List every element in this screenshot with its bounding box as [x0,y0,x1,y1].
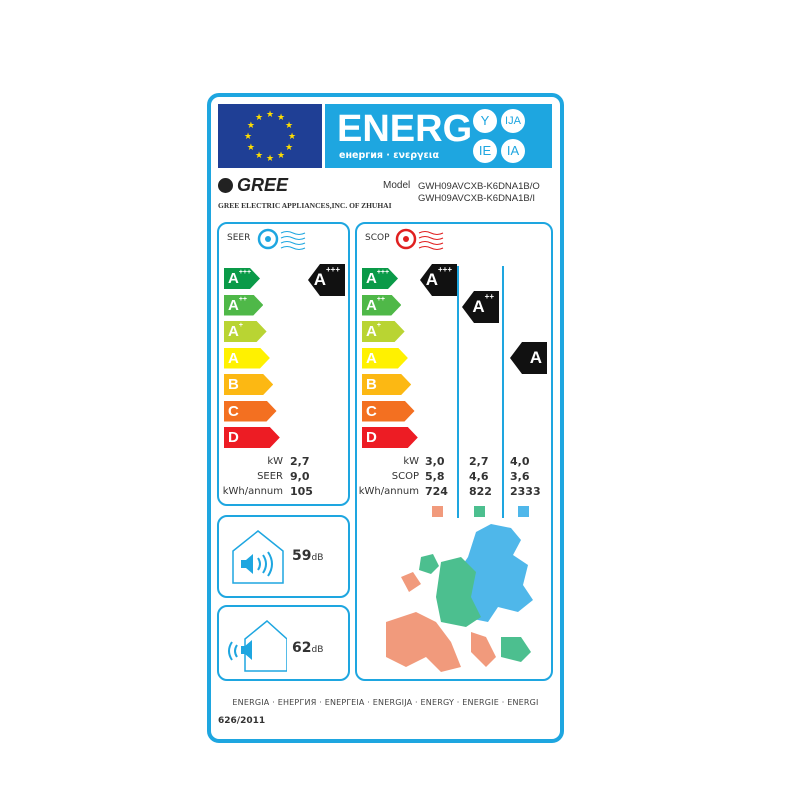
zone-average-rating: A++ [462,291,499,323]
model-indoor: GWH09AVCXB-K6DNA1B/I [418,193,536,204]
eu-star-icon: ★ [266,110,274,120]
zone-divider [457,266,459,518]
zone-cold-rating: A [510,342,547,374]
zone-warm-rating: A+++ [420,264,457,296]
energy-header: ENERG енергия · ενεργεια Y IJA IE IA [325,104,552,168]
cooling-scale-arrow: A+ [224,321,267,342]
indoor-noise-value: 59dB [292,548,324,564]
zone-cold-annual: 2333 [510,485,541,498]
cooling-panel: SEER A+++ A++ A+ A B C D A+++ kW SEER kWh/annu… [217,222,350,506]
zone-cold-scop: 3,6 [510,470,530,483]
zone-average-scop: 4,6 [469,470,489,483]
eu-star-icon: ★ [247,121,255,131]
zone-warm-kw: 3,0 [425,455,445,468]
outdoor-noise-value: 62dB [292,640,324,656]
eu-stars-icon: ★★★★★★★★★ ★ ★★ [244,110,296,164]
energ-subtitle: енергия · ενεργεια [339,150,440,161]
zone-divider [502,266,504,518]
eu-star-icon: ★ [288,132,296,142]
suffix-ia: IA [501,139,525,163]
heating-fan-icon [395,228,444,250]
eu-star-icon: ★ [244,132,252,142]
outdoor-speaker-house-icon [228,620,287,672]
cooling-annual-value: 105 [290,485,313,498]
cooling-scale-arrow: D [224,427,280,448]
eu-star-icon: ★ [247,143,255,153]
zone-warm-swatch [432,506,443,517]
indoor-speaker-house-icon [232,530,284,584]
seer-value: 9,0 [290,470,310,483]
eu-star-icon: ★ [255,113,263,123]
model-label: Model [383,180,411,191]
seer-label: SEER [257,471,283,482]
suffix-ie: IE [473,139,497,163]
kw-label: kW [267,456,283,467]
eu-flag: ★ ★ ★ ★ ★ ★ ★ ★ ★ ★ ★ ★ [218,104,322,168]
zone-cold-kw: 4,0 [510,455,530,468]
heating-scale-arrow: C [362,401,415,422]
europe-climate-map [386,524,533,672]
cooling-kw-value: 2,7 [290,455,310,468]
zone-average-annual: 822 [469,485,492,498]
cooling-rating-badge: A+++ [308,264,345,296]
suffix-y: Y [473,109,497,133]
zone-average-kw: 2,7 [469,455,489,468]
zone-cold-swatch [518,506,529,517]
eu-star-icon: ★ [285,143,293,153]
regulation-number: 626/2011 [218,716,266,726]
gree-logo-icon [218,178,233,193]
heating-scale-arrow: A [362,348,408,369]
cooling-scale-arrow: A++ [224,295,263,316]
indoor-noise-panel: 59dB [217,515,350,598]
zone-average-swatch [474,506,485,517]
heating-scale-arrow: A++ [362,295,401,316]
eu-star-icon: ★ [277,151,285,161]
scop-label: SCOP [391,471,419,482]
eu-star-icon: ★ [255,151,263,161]
languages-footer: ENERGIA · ЕНЕРГИЯ · ΕΝΕΡΓΕΙΑ · ENERGIJA … [232,698,539,707]
scop-title: SCOP [365,233,390,243]
company-name: GREE ELECTRIC APPLIANCES,INC. OF ZHUHAI [218,201,392,210]
heating-scale-arrow: A+ [362,321,405,342]
energy-label-frame [207,93,564,743]
zone-warm-annual: 724 [425,485,448,498]
zone-warm-scop: 5,8 [425,470,445,483]
kw-label: kW [403,456,419,467]
heating-scale-arrow: A+++ [362,268,398,289]
cooling-scale-arrow: A+++ [224,268,260,289]
brand-logo: GREE [237,175,289,195]
cooling-scale-arrow: A [224,348,270,369]
heating-panel: SCOP A+++ A++ A+ A B C D A+++ A++ A kW SCOP kW… [355,222,553,681]
seer-title: SEER [227,233,251,243]
cooling-scale-arrow: C [224,401,277,422]
energ-title: ENERG [337,108,473,150]
annual-label: kWh/annum [358,486,419,497]
eu-star-icon: ★ [277,113,285,123]
heating-scale-arrow: B [362,374,411,395]
eu-star-icon: ★ [266,154,274,164]
eu-star-icon: ★ [285,121,293,131]
outdoor-noise-panel: 62dB [217,605,350,681]
annual-label: kWh/annum [222,486,283,497]
model-outdoor: GWH09AVCXB-K6DNA1B/O [418,181,540,192]
heating-scale-arrow: D [362,427,418,448]
cooling-fan-icon [257,228,306,250]
cooling-scale-arrow: B [224,374,273,395]
suffix-ija: IJA [501,109,525,133]
